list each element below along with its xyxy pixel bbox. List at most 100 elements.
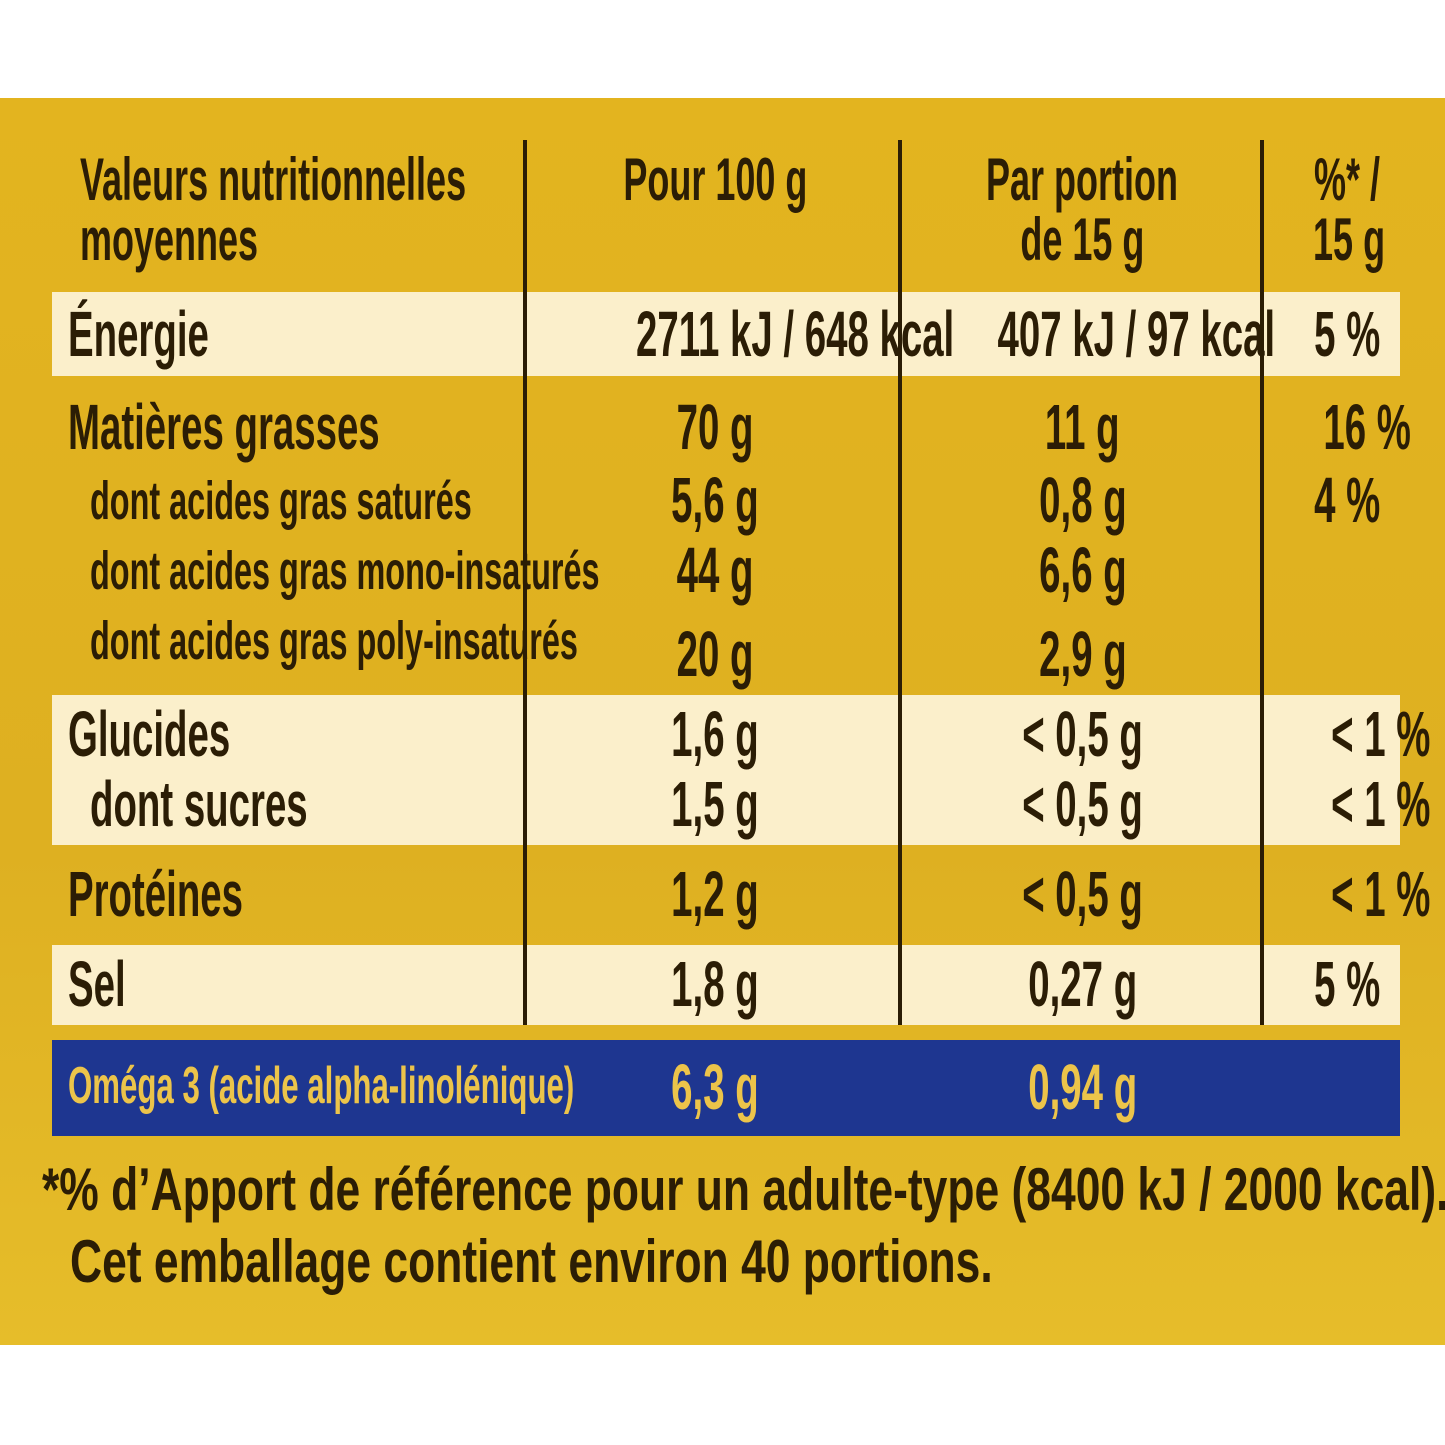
row-label-text: dont sucres: [90, 768, 308, 840]
column-divider: [523, 140, 527, 1025]
row-per-100g-text: 1,8 g: [671, 948, 759, 1020]
footnote-line: Cet emballage contient environ 40 portio…: [70, 1232, 1317, 1292]
row-per-portion-text: 0,27 g: [1028, 948, 1137, 1020]
row-per-100g: 44 g: [530, 538, 900, 602]
row-label: Matières grasses: [68, 395, 587, 459]
row-ri-text: 4 %: [1313, 464, 1380, 536]
row-per-100g-text: 2711 kJ / 648 kcal: [636, 298, 955, 370]
row-per-portion: < 0,5 g: [905, 772, 1260, 836]
row-per-portion: 0,8 g: [905, 468, 1260, 532]
row-per-portion: 6,6 g: [905, 538, 1260, 602]
omega-per-100g-text: 6,3 g: [671, 1051, 759, 1123]
row-ri-text: 16 %: [1323, 391, 1411, 463]
row-ri: < 1 %: [1265, 772, 1430, 836]
row-per-portion: 11 g: [905, 395, 1260, 459]
row-per-portion-text: 407 kJ / 97 kcal: [997, 298, 1276, 370]
row-ri: 5 %: [1265, 952, 1380, 1016]
header-cell: %* /: [1265, 150, 1380, 210]
header-cell: 15 g: [1265, 210, 1385, 270]
row-label: Protéines: [68, 862, 360, 926]
row-per-100g-text: 1,5 g: [671, 768, 759, 840]
row-per-portion: 2,9 g: [905, 622, 1260, 686]
row-per-100g-text: 44 g: [676, 534, 754, 606]
header-cell-text: Valeurs nutritionnelles: [80, 146, 467, 213]
footnote-line-text: *% d’Apport de référence pour un adulte-…: [42, 1156, 1445, 1223]
row-per-100g-text: 70 g: [676, 391, 754, 463]
row-per-portion-text: < 0,5 g: [1022, 858, 1143, 930]
row-label-text: Protéines: [68, 858, 243, 930]
row-per-100g: 5,6 g: [530, 468, 900, 532]
row-per-100g: 2711 kJ / 648 kcal: [530, 302, 954, 366]
row-label-text: Énergie: [68, 298, 209, 370]
header-cell: Valeurs nutritionnelles: [80, 150, 724, 210]
row-band: [52, 945, 1400, 1025]
row-per-100g-text: 5,6 g: [671, 464, 759, 536]
header-cell: de 15 g: [905, 210, 1260, 270]
header-cell-text: Par portion: [986, 146, 1179, 213]
footnote-line-text: Cet emballage contient environ 40 portio…: [70, 1228, 993, 1295]
row-per-portion-text: 11 g: [1045, 391, 1120, 463]
row-label: dont sucres: [90, 772, 453, 836]
row-label-text: dont acides gras saturés: [90, 471, 472, 531]
column-divider: [1260, 140, 1264, 1025]
row-per-portion-text: 6,6 g: [1038, 534, 1127, 606]
row-per-portion-text: 2,9 g: [1038, 618, 1127, 690]
row-label-text: dont acides gras poly-insaturés: [90, 611, 578, 671]
row-ri: 16 %: [1265, 395, 1411, 459]
row-label: dont acides gras saturés: [90, 474, 726, 528]
row-per-100g: 1,2 g: [530, 862, 900, 926]
header-cell-text: 15 g: [1313, 206, 1386, 273]
row-ri: 4 %: [1265, 468, 1380, 532]
row-label-text: Sel: [68, 948, 126, 1020]
row-label: Sel: [68, 952, 164, 1016]
row-ri-text: 5 %: [1313, 948, 1380, 1020]
row-ri: 5 %: [1265, 302, 1380, 366]
row-label-text: Glucides: [68, 698, 231, 770]
row-ri-text: < 1 %: [1331, 858, 1431, 930]
row-label: Énergie: [68, 302, 303, 366]
row-ri: < 1 %: [1265, 862, 1430, 926]
omega-per-portion-text: 0,94 g: [1028, 1051, 1137, 1123]
row-ri-text: < 1 %: [1331, 698, 1431, 770]
omega-per-100g: 6,3 g: [530, 1055, 900, 1119]
row-label: dont acides gras mono-insaturés: [90, 544, 939, 598]
header-cell: Par portion: [905, 150, 1260, 210]
omega-label-text: Oméga 3 (acide alpha-linolénique): [68, 1057, 575, 1115]
row-label: Glucides: [68, 702, 338, 766]
row-per-portion: 0,27 g: [905, 952, 1260, 1016]
row-ri-text: 5 %: [1313, 298, 1380, 370]
row-per-portion-text: < 0,5 g: [1022, 698, 1143, 770]
header-cell-text: %* /: [1313, 146, 1380, 213]
header-cell: Pour 100 g: [530, 150, 900, 210]
row-per-100g: 20 g: [530, 622, 900, 686]
omega-label: Oméga 3 (acide alpha-linolénique): [68, 1060, 912, 1112]
row-ri-text: < 1 %: [1331, 768, 1431, 840]
row-band: [52, 695, 1400, 845]
omega-per-portion: 0,94 g: [905, 1055, 1260, 1119]
row-label-text: Matières grasses: [68, 391, 380, 463]
row-ri: < 1 %: [1265, 702, 1430, 766]
header-cell-text: de 15 g: [1020, 206, 1145, 273]
header-cell-text: Pour 100 g: [622, 146, 808, 213]
row-per-portion: 407 kJ / 97 kcal: [905, 302, 1276, 366]
row-per-portion: < 0,5 g: [905, 702, 1260, 766]
row-per-portion: < 0,5 g: [905, 862, 1260, 926]
row-per-100g: 70 g: [530, 395, 900, 459]
header-cell: moyennes: [80, 210, 377, 270]
row-per-100g-text: 20 g: [676, 618, 754, 690]
row-per-100g: 1,8 g: [530, 952, 900, 1016]
column-divider: [898, 140, 902, 1025]
row-per-100g-text: 1,2 g: [671, 858, 759, 930]
row-per-100g: 1,5 g: [530, 772, 900, 836]
footnote-line: *% d’Apport de référence pour un adulte-…: [42, 1160, 1445, 1220]
header-cell-text: moyennes: [80, 206, 259, 273]
row-per-100g: 1,6 g: [530, 702, 900, 766]
row-per-portion-text: 0,8 g: [1038, 464, 1127, 536]
row-label: dont acides gras poly-insaturés: [90, 614, 903, 668]
omega-band: [52, 1040, 1400, 1136]
row-per-portion-text: < 0,5 g: [1022, 768, 1143, 840]
row-band: [52, 292, 1400, 376]
row-per-100g-text: 1,6 g: [671, 698, 759, 770]
row-label-text: dont acides gras mono-insaturés: [90, 541, 600, 601]
